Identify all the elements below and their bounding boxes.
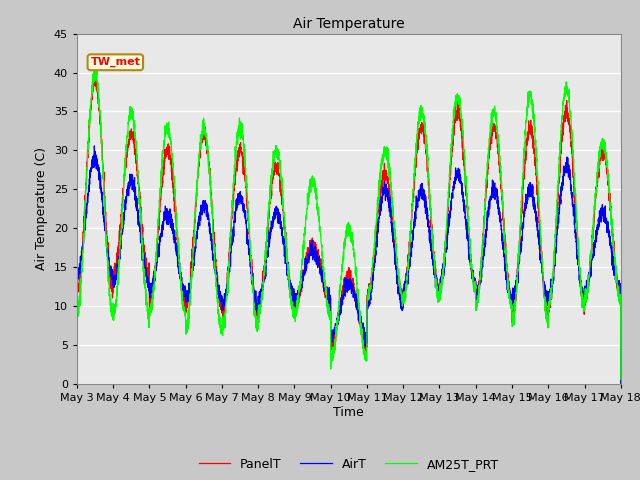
PanelT [402, 278, 410, 284]
PanelT [73, 286, 81, 291]
AM25T_PRT [189, 249, 197, 254]
PanelT [617, 291, 625, 297]
X-axis label: Time: Time [333, 406, 364, 419]
Y-axis label: Air Temperature (C): Air Temperature (C) [35, 147, 48, 270]
Title: Air Temperature: Air Temperature [293, 17, 404, 31]
AM25T_PRT [412, 161, 419, 167]
PanelT [225, 254, 233, 260]
AM25T_PRT [73, 311, 81, 316]
PanelT [90, 70, 98, 75]
Text: TW_met: TW_met [90, 57, 140, 67]
AirT [225, 269, 233, 275]
AirT [617, 381, 625, 387]
PanelT [617, 381, 625, 387]
Line: PanelT: PanelT [77, 72, 621, 384]
Line: AirT: AirT [77, 146, 621, 384]
AirT [617, 288, 625, 294]
AM25T_PRT [93, 62, 100, 68]
AirT [565, 173, 573, 179]
AM25T_PRT [617, 376, 625, 382]
AirT [73, 276, 81, 281]
AirT [402, 284, 410, 289]
AirT [90, 143, 98, 149]
AirT [189, 263, 197, 268]
Line: AM25T_PRT: AM25T_PRT [77, 65, 621, 379]
AM25T_PRT [565, 100, 573, 106]
Legend: PanelT, AirT, AM25T_PRT: PanelT, AirT, AM25T_PRT [194, 453, 504, 476]
PanelT [565, 116, 573, 121]
AM25T_PRT [402, 281, 410, 287]
PanelT [412, 164, 419, 169]
AM25T_PRT [617, 297, 625, 303]
PanelT [189, 232, 197, 238]
AirT [412, 210, 419, 216]
AM25T_PRT [225, 259, 233, 264]
